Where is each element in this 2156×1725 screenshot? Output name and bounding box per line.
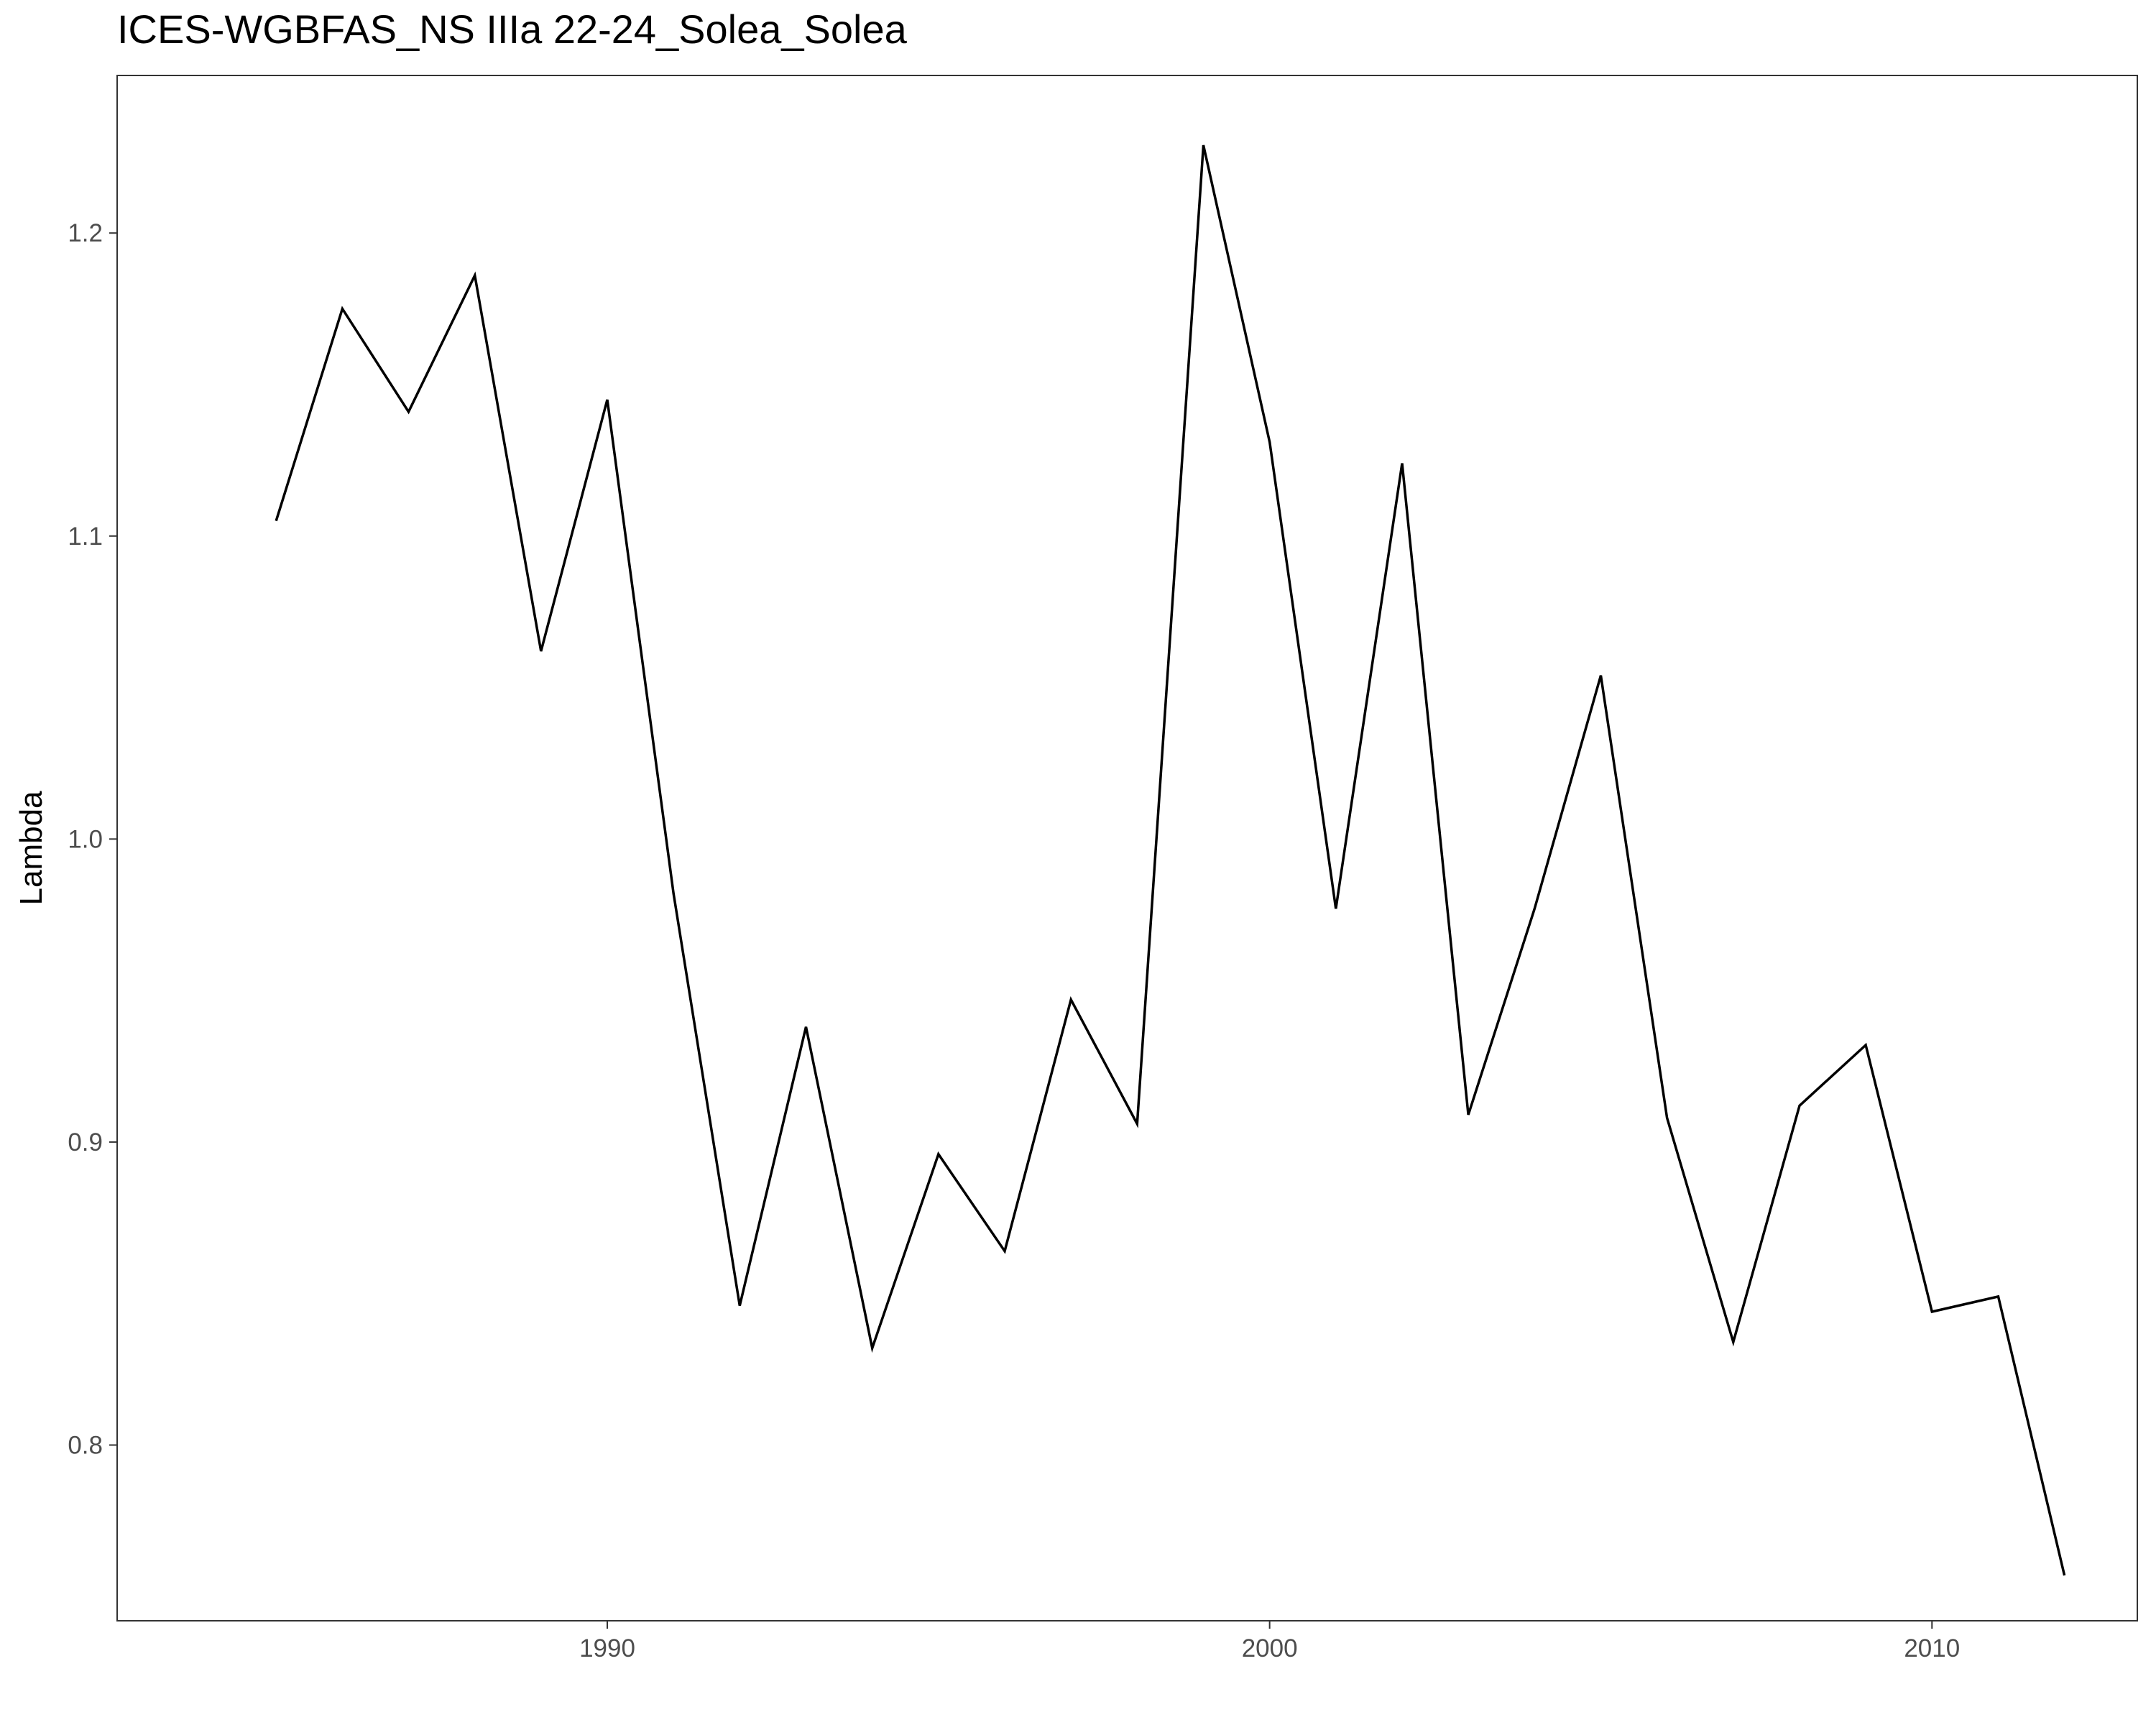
y-tick-label: 1.1 <box>68 523 103 551</box>
series-line <box>275 144 2066 1576</box>
y-tick-label: 0.9 <box>68 1128 103 1156</box>
y-tick-label: 0.8 <box>68 1431 103 1459</box>
y-tick-label: 1.2 <box>68 219 103 247</box>
y-axis-title: Lambda <box>14 791 49 906</box>
y-axis: 0.8 0.9 1.0 1.1 1.2 <box>68 219 117 1459</box>
x-tick-label: 2010 <box>1904 1634 1960 1662</box>
y-tick-label: 1.0 <box>68 825 103 853</box>
chart-title: ICES-WGBFAS_NS IIIa 22-24_Solea_Solea <box>117 6 907 52</box>
x-tick-label: 2000 <box>1242 1634 1298 1662</box>
plot-panel-border <box>116 75 2138 1622</box>
series-layer <box>275 144 2066 1576</box>
x-tick-label: 1990 <box>579 1634 635 1662</box>
x-axis: 1990 2000 2010 <box>579 1621 1960 1662</box>
